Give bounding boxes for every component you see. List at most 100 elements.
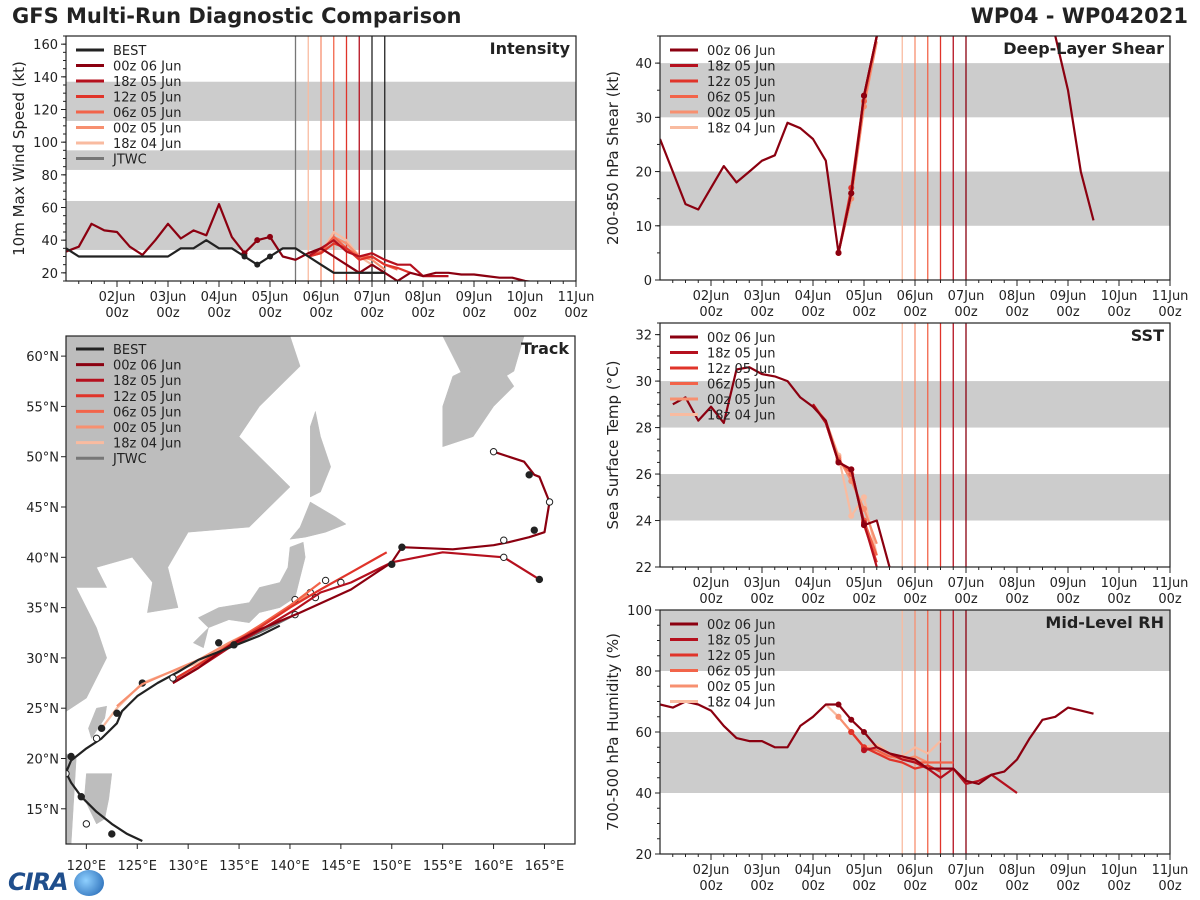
x-tick-label: 02Jun xyxy=(693,576,730,591)
track-position-marker xyxy=(97,724,106,733)
data-point xyxy=(835,249,842,256)
lon-tick-label: 165°E xyxy=(525,859,565,874)
x-tick-label: 07Jun xyxy=(948,863,985,878)
x-tick-label: 00z xyxy=(801,879,825,894)
x-tick-label: 07Jun xyxy=(948,289,985,304)
x-tick-label: 00z xyxy=(801,592,825,607)
legend-label: 00z 06 Jun xyxy=(707,618,776,633)
x-tick-label: 00z xyxy=(1056,592,1080,607)
lat-tick-label: 25°N xyxy=(26,702,59,717)
lat-tick-label: 15°N xyxy=(26,803,59,818)
data-point xyxy=(861,92,867,99)
y-tick-label: 100 xyxy=(33,136,58,151)
data-point xyxy=(848,729,855,735)
y-tick-label: 60 xyxy=(41,202,58,217)
track-position-marker xyxy=(169,674,177,682)
x-tick-label: 00z xyxy=(852,305,876,320)
legend-label: JTWC xyxy=(112,452,147,467)
x-tick-label: 00z xyxy=(1056,305,1080,320)
series-line xyxy=(672,366,891,567)
y-tick-label: 22 xyxy=(635,561,652,576)
y-tick-label: 40 xyxy=(41,234,58,249)
track-position-marker xyxy=(525,471,533,479)
legend-label: 18z 05 Jun xyxy=(113,75,182,90)
panel-sst: 22242628303202Jun00z03Jun00z04Jun00z05Ju… xyxy=(604,322,1188,607)
legend-label: 18z 04 Jun xyxy=(707,696,776,711)
x-tick-label: 06Jun xyxy=(897,863,934,878)
lat-tick-label: 55°N xyxy=(26,400,59,415)
x-tick-label: 00z xyxy=(1158,592,1182,607)
x-tick-label: 11Jun xyxy=(1152,289,1189,304)
panel-intensity: 2040608010012014016002Jun00z03Jun00z04Ju… xyxy=(10,35,594,321)
x-tick-label: 00z xyxy=(954,879,978,894)
x-tick-label: 00z xyxy=(1107,879,1131,894)
panel-title: SST xyxy=(1131,326,1164,345)
track-position-marker xyxy=(530,526,538,534)
y-axis-label: Sea Surface Temp (°C) xyxy=(604,360,622,529)
x-tick-label: 00z xyxy=(699,305,723,320)
page-title: GFS Multi-Run Diagnostic Comparison xyxy=(12,4,462,28)
y-tick-label: 0 xyxy=(644,274,652,289)
legend-label: 00z 05 Jun xyxy=(707,680,776,695)
x-tick-label: 11Jun xyxy=(1152,863,1189,878)
data-point xyxy=(848,512,855,519)
data-point xyxy=(861,505,867,512)
data-point xyxy=(254,237,261,244)
track-position-marker xyxy=(77,793,85,801)
y-tick-label: 120 xyxy=(33,104,58,119)
legend-label: 18z 04 Jun xyxy=(707,409,776,424)
x-tick-label: 03Jun xyxy=(150,290,187,305)
y-tick-label: 32 xyxy=(635,329,652,344)
x-tick-label: 02Jun xyxy=(693,863,730,878)
legend-label: 12z 05 Jun xyxy=(707,649,776,664)
data-point xyxy=(835,701,842,708)
track-position-marker xyxy=(66,769,70,778)
track-position-marker xyxy=(500,536,508,544)
x-tick-label: 08Jun xyxy=(999,576,1036,591)
lon-tick-label: 140°E xyxy=(270,859,310,874)
x-tick-label: 08Jun xyxy=(999,289,1036,304)
x-tick-label: 07Jun xyxy=(948,576,985,591)
x-tick-label: 00z xyxy=(1158,879,1182,894)
y-tick-label: 24 xyxy=(635,515,652,530)
panel-title: Mid-Level RH xyxy=(1045,613,1164,632)
series-line xyxy=(66,239,385,274)
y-tick-label: 26 xyxy=(635,468,652,483)
legend-label: 18z 05 Jun xyxy=(707,60,776,75)
lat-tick-label: 30°N xyxy=(26,652,59,667)
lon-tick-label: 160°E xyxy=(474,859,514,874)
x-tick-label: 00z xyxy=(852,879,876,894)
data-point xyxy=(267,253,273,260)
x-tick-label: 00z xyxy=(207,306,231,321)
x-tick-label: 06Jun xyxy=(897,576,934,591)
data-point xyxy=(861,522,867,529)
y-axis-label: 700-500 hPa Humidity (%) xyxy=(604,633,622,831)
series-line xyxy=(660,700,1094,786)
lon-tick-label: 125°E xyxy=(117,859,157,874)
y-tick-label: 30 xyxy=(635,111,652,126)
lat-tick-label: 60°N xyxy=(26,350,59,365)
legend-label: BEST xyxy=(113,44,146,59)
x-tick-label: 04Jun xyxy=(795,863,832,878)
plot-area-shear xyxy=(660,36,1170,280)
x-tick-label: 10Jun xyxy=(507,290,544,305)
legend-label: 06z 05 Jun xyxy=(707,665,776,680)
x-tick-label: 00z xyxy=(954,305,978,320)
lat-tick-label: 35°N xyxy=(26,602,59,617)
plot-area-intensity xyxy=(66,36,576,281)
x-tick-label: 00z xyxy=(1005,592,1029,607)
track-position-marker xyxy=(388,560,396,569)
x-tick-label: 09Jun xyxy=(1050,576,1087,591)
panel-shear: 01020304002Jun00z03Jun00z04Jun00z05Jun00… xyxy=(604,35,1189,320)
x-tick-label: 00z xyxy=(1056,879,1080,894)
lon-tick-label: 145°E xyxy=(321,859,361,874)
lat-tick-label: 45°N xyxy=(26,501,59,516)
legend-label: 06z 05 Jun xyxy=(707,91,776,106)
legend-label: 00z 06 Jun xyxy=(113,60,182,75)
lat-tick-label: 40°N xyxy=(26,551,59,566)
x-tick-label: 00z xyxy=(1005,879,1029,894)
